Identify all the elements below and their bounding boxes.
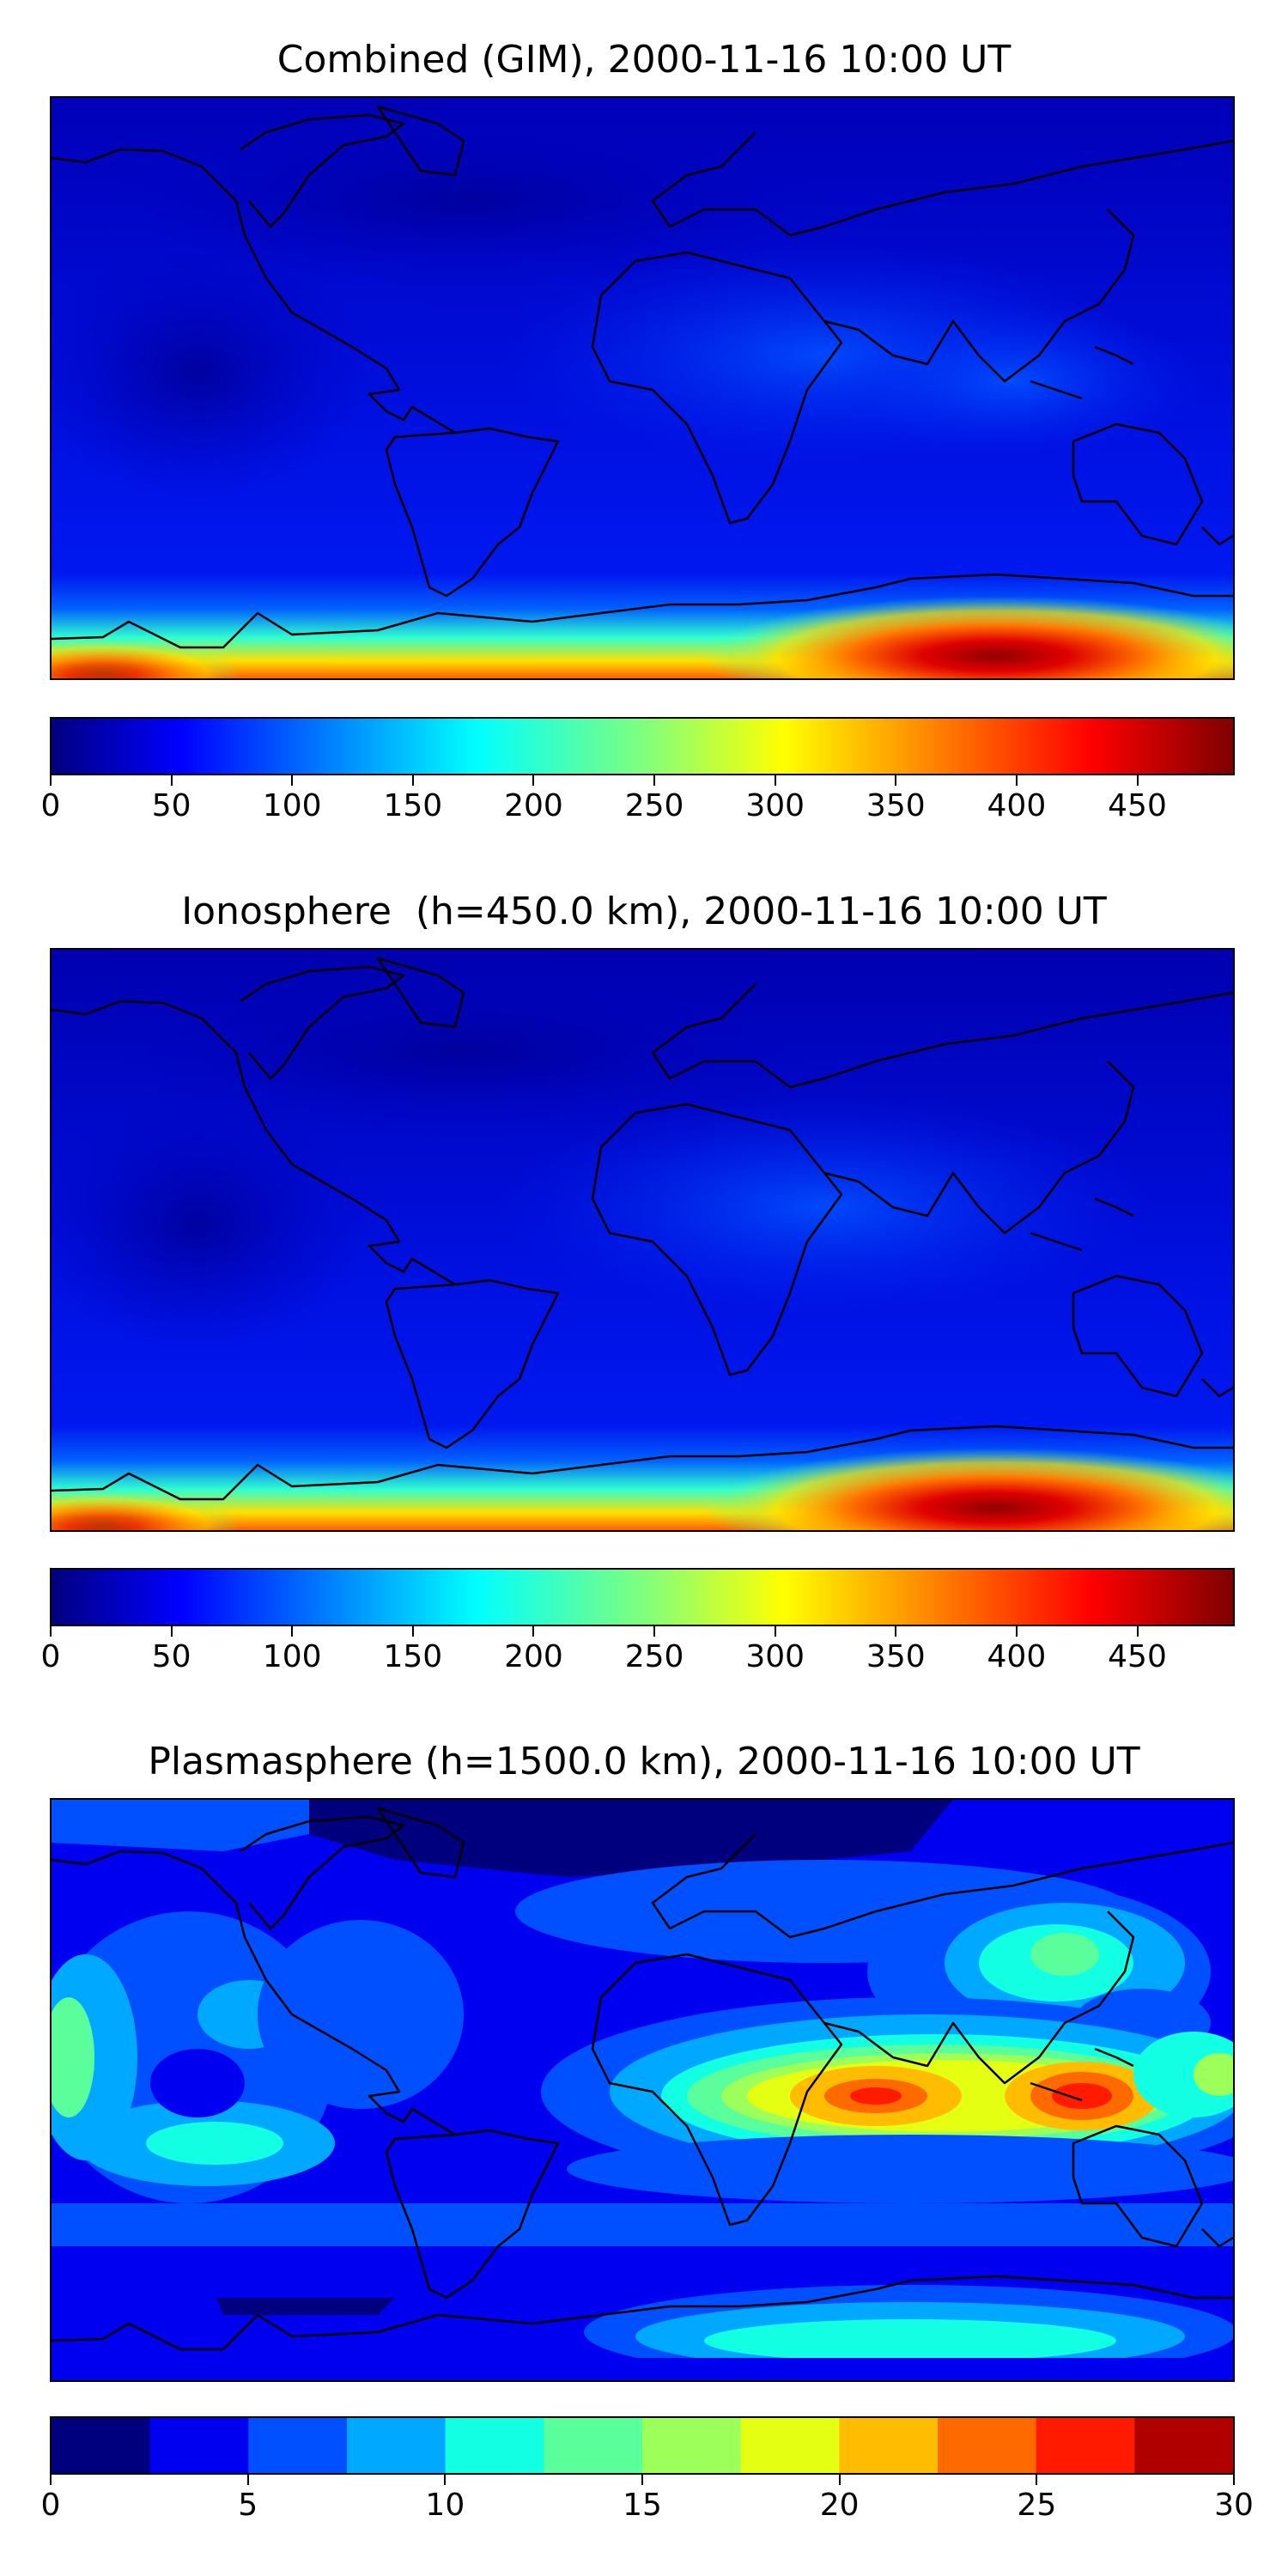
colorbar-tick-label: 150 (383, 1639, 443, 1674)
colorbar-level-1 (149, 2418, 249, 2473)
colorbar-tick-label: 25 (1017, 2488, 1057, 2523)
colorbar-ticks-plasmasphere: 0 5 10 15 20 25 30 (41, 2475, 1254, 2526)
colorbar-tick (411, 1626, 414, 1637)
colorbar-tick (50, 1626, 52, 1637)
colorbar-tick (291, 775, 294, 786)
colorbar-tick (653, 1626, 656, 1637)
colorbar-level-4 (445, 2418, 544, 2473)
colorbar-tick (170, 775, 173, 786)
colorbar-tick-label: 350 (866, 788, 926, 823)
colorbar-tick (50, 2475, 52, 2485)
colorbar-tick-label: 250 (624, 788, 684, 823)
panel-title-ionosphere: Ionosphere (h=450.0 km), 2000-11-16 10:0… (181, 890, 1107, 933)
colorbar-level-7 (740, 2418, 840, 2473)
colorbar-tick-label: 300 (745, 788, 805, 823)
colorbar-tick (246, 2475, 249, 2485)
coastline-combined (52, 105, 1233, 649)
colorbar-level-11 (1134, 2418, 1233, 2473)
colorbar-tick-label: 100 (262, 1639, 322, 1674)
colorbar-tick (50, 775, 52, 786)
colorbar-tick-label: 100 (262, 788, 322, 823)
panel-title-plasmasphere: Plasmasphere (h=1500.0 km), 2000-11-16 1… (148, 1740, 1140, 1783)
map-combined-svg (52, 98, 1233, 678)
colorbar-ionosphere-svg (52, 1570, 1233, 1625)
colorbar-combined-svg (52, 719, 1233, 774)
colorbar-level-2 (248, 2418, 348, 2473)
map-plasmasphere (50, 1798, 1235, 2382)
colorbar-level-0 (52, 2418, 151, 2473)
colorbar-tick (1036, 2475, 1038, 2485)
colorbar-plasmasphere (50, 2416, 1235, 2475)
colorbar-ticks-ionosphere: 0 50 100 150 200 250 300 350 400 450 (41, 1626, 1235, 1678)
colorbar-tick-label: 300 (745, 1639, 805, 1674)
colorbar-combined (50, 717, 1235, 775)
colorbar-tick-label: 150 (383, 788, 443, 823)
colorbar-tick-label: 0 (40, 788, 61, 823)
colorbar-tick (838, 2475, 841, 2485)
colorbar-tick-label: 0 (40, 2488, 61, 2523)
colorbar-plasmasphere-svg (52, 2418, 1233, 2473)
colorbar-tick-label: 15 (623, 2488, 662, 2523)
colorbar-tick (895, 1626, 897, 1637)
colorbar-tick (444, 2475, 447, 2485)
colorbar-tick (170, 1626, 173, 1637)
colorbar-tick (1015, 775, 1018, 786)
colorbar-tick-label: 20 (819, 2488, 860, 2523)
colorbar-tick (774, 775, 776, 786)
colorbar-tick-label: 10 (425, 2488, 465, 2523)
colorbar-tick-label: 250 (624, 1639, 684, 1674)
colorbar-level-10 (1036, 2418, 1135, 2473)
colorbar-level-5 (544, 2418, 643, 2473)
colorbar-tick-label: 450 (1108, 1639, 1167, 1674)
coastline-plasmasphere (52, 1807, 1233, 2351)
coastline-ionosphere (52, 957, 1233, 1501)
colorbar-tick-label: 50 (151, 1639, 191, 1674)
colorbar-level-8 (839, 2418, 939, 2473)
colorbar-tick (1136, 775, 1139, 786)
map-ionosphere (50, 948, 1235, 1532)
colorbar-level-3 (347, 2418, 447, 2473)
colorbar-ionosphere (50, 1568, 1235, 1626)
colorbar-tick (653, 775, 656, 786)
panel-title-combined: Combined (GIM), 2000-11-16 10:00 UT (276, 38, 1012, 82)
colorbar-tick (774, 1626, 776, 1637)
colorbar-tick (895, 775, 897, 786)
colorbar-tick-label: 5 (238, 2488, 258, 2523)
colorbar-tick-label: 200 (504, 788, 563, 823)
colorbar-tick (1136, 1626, 1139, 1637)
colorbar-level-6 (642, 2418, 742, 2473)
colorbar-tick (291, 1626, 294, 1637)
colorbar-ticks-combined: 0 50 100 150 200 250 300 350 400 450 (41, 775, 1235, 827)
colorbar-tick-label: 350 (866, 1639, 926, 1674)
colorbar-tick (1015, 1626, 1018, 1637)
colorbar-tick-label: 0 (40, 1639, 61, 1674)
colorbar-tick-label: 50 (151, 788, 191, 823)
colorbar-tick (411, 775, 414, 786)
colorbar-tick (532, 775, 535, 786)
colorbar-tick-label: 450 (1108, 788, 1167, 823)
colorbar-tick (532, 1626, 535, 1637)
colorbar-tick-label: 200 (504, 1639, 563, 1674)
colorbar-tick-label: 400 (987, 788, 1047, 823)
map-combined (50, 96, 1235, 680)
colorbar-tick (641, 2475, 643, 2485)
colorbar-tick (1233, 2475, 1235, 2485)
colorbar-level-9 (938, 2418, 1037, 2473)
colorbar-tick-label: 400 (987, 1639, 1047, 1674)
map-ionosphere-svg (52, 950, 1233, 1530)
map-plasmasphere-svg (52, 1800, 1233, 2380)
colorbar-tick-label: 30 (1214, 2488, 1254, 2523)
